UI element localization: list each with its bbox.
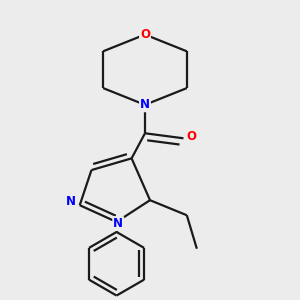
- Text: N: N: [140, 98, 150, 111]
- Text: N: N: [113, 217, 123, 230]
- Text: N: N: [66, 195, 76, 208]
- Text: O: O: [187, 130, 197, 143]
- Text: O: O: [140, 28, 150, 41]
